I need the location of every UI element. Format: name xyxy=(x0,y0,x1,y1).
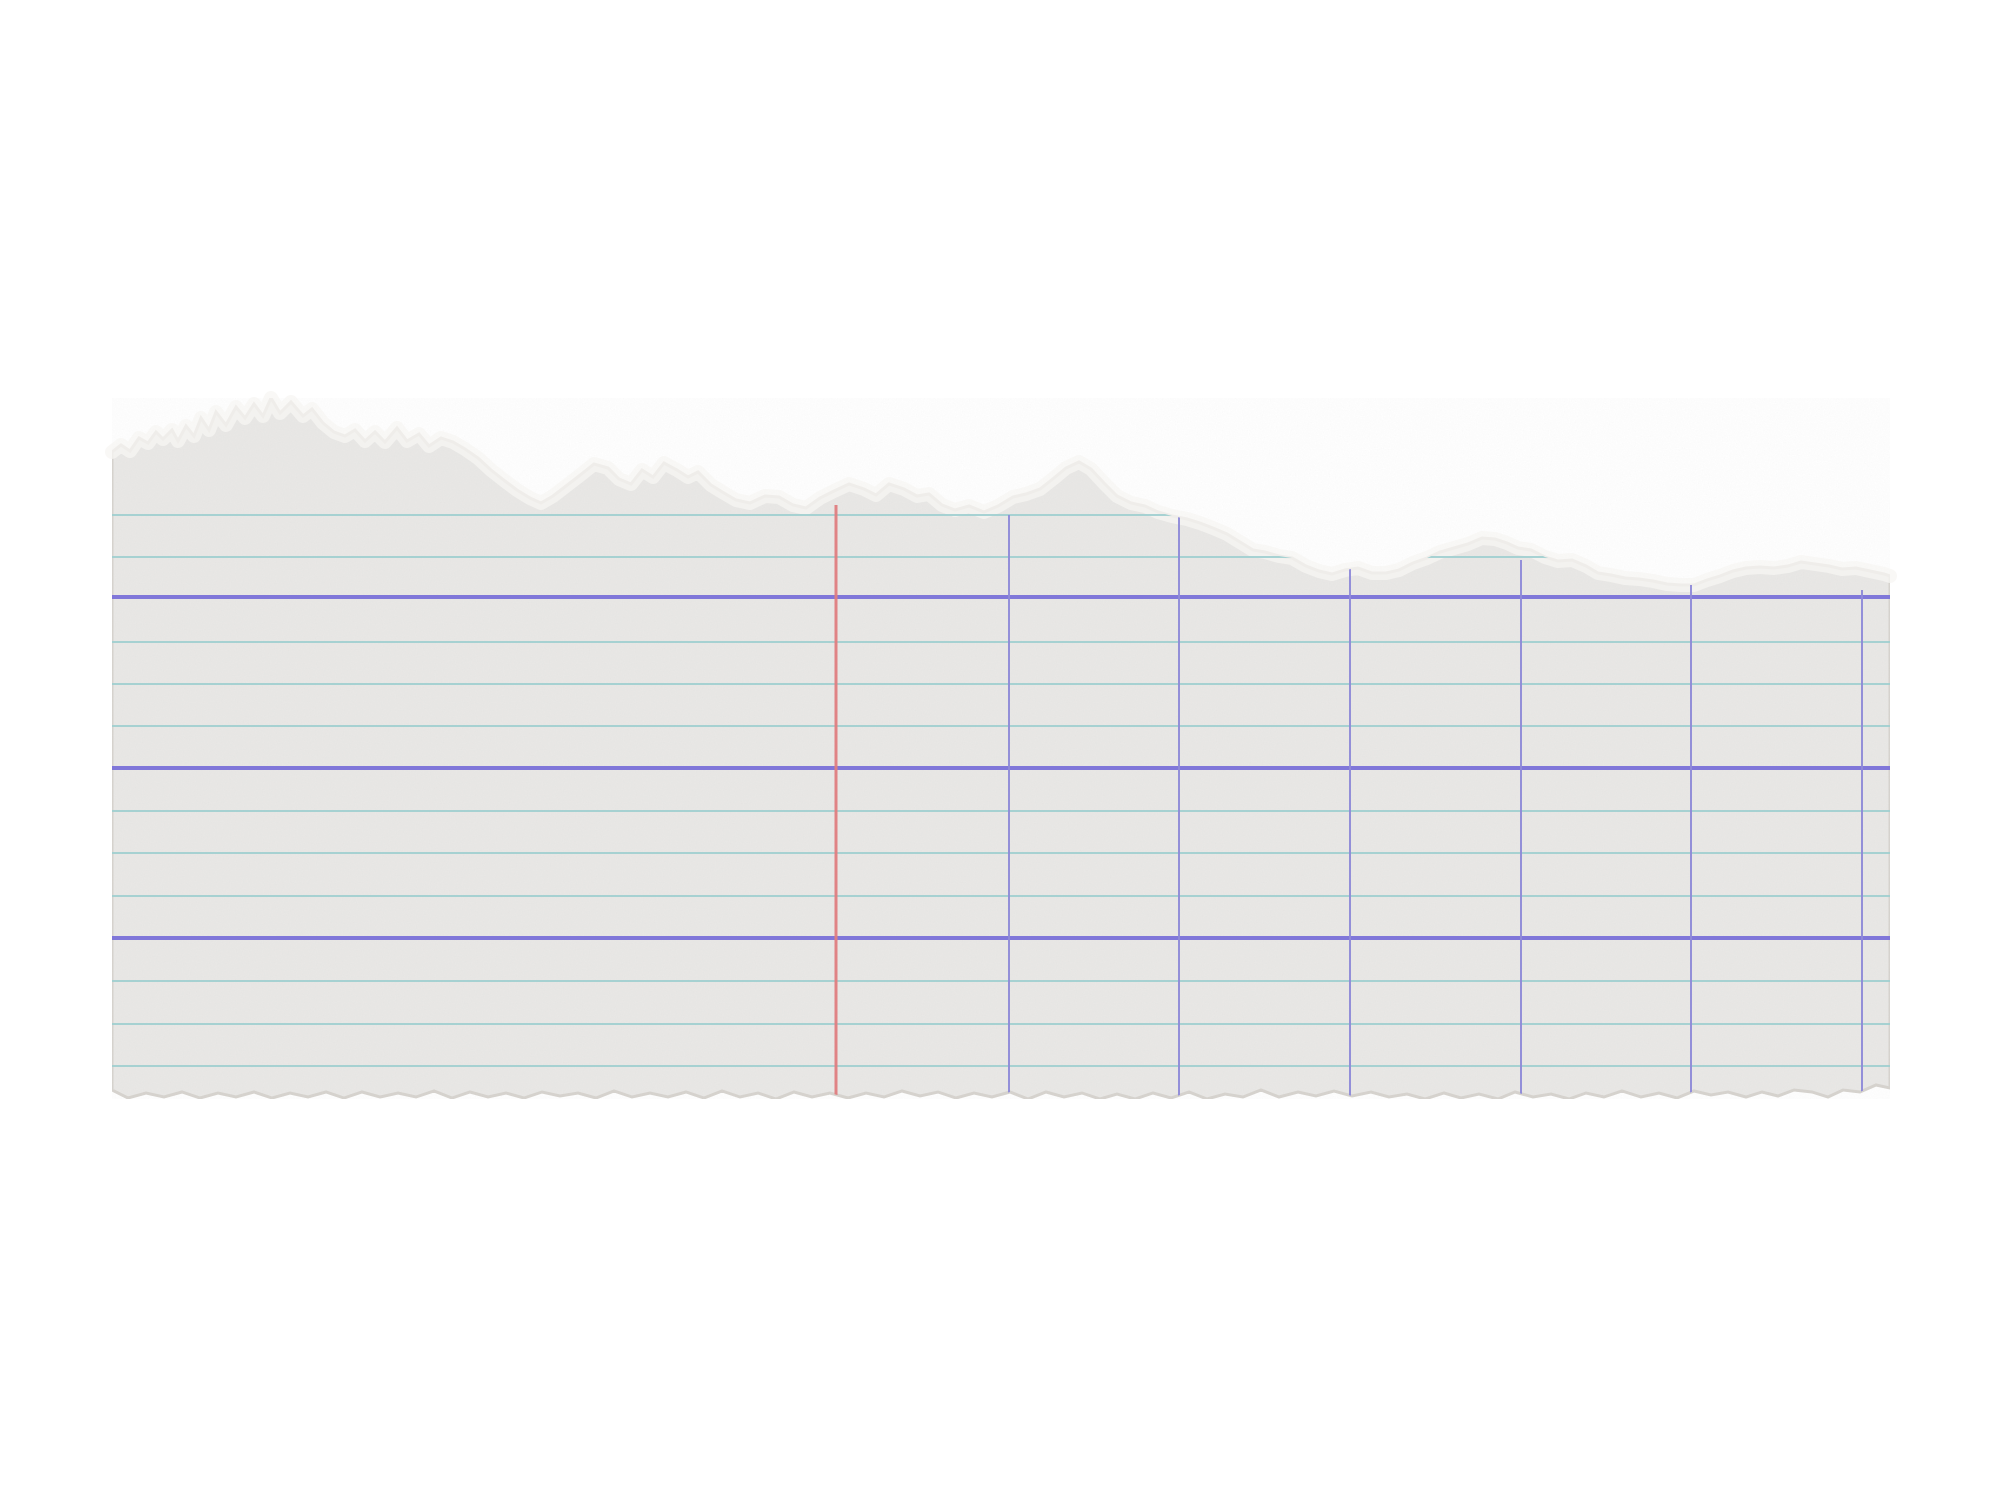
bold-grid-lines xyxy=(112,595,1890,940)
purple-column-lines xyxy=(1008,515,1863,1099)
paper-lines xyxy=(112,505,1890,1099)
torn-edge-fibers xyxy=(105,391,1897,592)
paper-strip xyxy=(105,391,1897,1101)
